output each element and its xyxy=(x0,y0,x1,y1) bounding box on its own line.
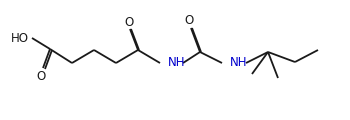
Text: HO: HO xyxy=(11,31,29,45)
Text: NH: NH xyxy=(230,57,247,69)
Text: O: O xyxy=(36,69,46,83)
Text: O: O xyxy=(184,15,194,27)
Text: NH: NH xyxy=(168,57,186,69)
Text: O: O xyxy=(124,15,134,29)
